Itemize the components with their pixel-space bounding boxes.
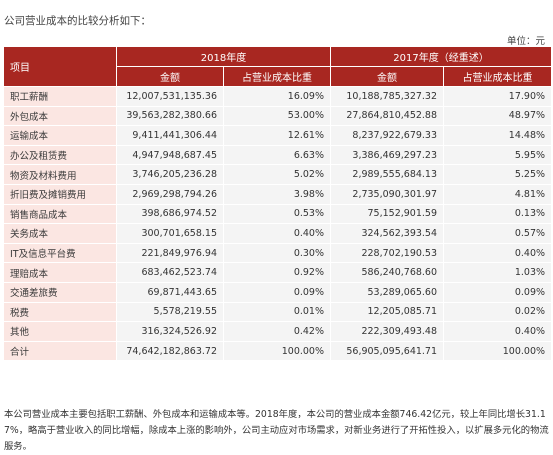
amount-2018-cell: 69,871,443.65 bbox=[117, 282, 223, 302]
ratio-2017-cell: 48.97% bbox=[444, 106, 552, 126]
year-2017-header: 2017年度（经重述） bbox=[331, 47, 552, 66]
row-item-name: 职工薪酬 bbox=[4, 87, 116, 106]
amount-2017-cell: 222,309,493.48 bbox=[331, 322, 444, 341]
amount-2017-cell: 8,237,922,679.33 bbox=[331, 126, 444, 145]
ratio-2018-cell: 5.02% bbox=[224, 165, 331, 184]
table-row: 物资及材料费用 3,746,205,236.28 5.02% 2,989,555,68… bbox=[4, 165, 552, 184]
amount-2017-cell: 10,188,785,327.32 bbox=[331, 87, 444, 106]
ratio-2017-cell: 0.13% bbox=[444, 204, 552, 224]
table-row: 销售商品成本 398,686,974.52 0.53% 75,152,901.59 0.… bbox=[4, 204, 552, 224]
amount-2017-cell: 53,289,065.60 bbox=[331, 282, 444, 302]
amount-2017-cell: 3,386,469,297.23 bbox=[331, 145, 444, 165]
ratio-2018-cell: 6.63% bbox=[224, 145, 331, 165]
amount-2018-cell: 2,969,298,794.26 bbox=[117, 184, 223, 204]
ratio-2017-cell: 1.03% bbox=[444, 263, 552, 282]
ratio-2018-cell: 100.00% bbox=[224, 341, 331, 361]
header-row-columns: 金额 占营业成本比重 金额 占营业成本比重 bbox=[4, 67, 552, 86]
ratio-2018-cell: 0.53% bbox=[224, 204, 331, 224]
row-item-name: 其他 bbox=[4, 322, 116, 341]
header-row-years: 项目 2018年度 2017年度（经重述） bbox=[4, 47, 552, 86]
ratio-2017-cell: 0.02% bbox=[444, 302, 552, 322]
amount-2018-header: 金额 bbox=[117, 67, 223, 86]
amount-2017-cell: 228,702,190.53 bbox=[331, 243, 444, 263]
year-2018-header: 2018年度 bbox=[117, 47, 331, 66]
ratio-2017-cell: 17.90% bbox=[444, 87, 552, 106]
row-item-name: 交通差旅费 bbox=[4, 282, 116, 302]
row-item-name: 折旧费及摊销费用 bbox=[4, 184, 116, 204]
table-row: 关务成本 300,701,658.15 0.40% 324,562,393.54 0.5… bbox=[4, 224, 552, 243]
ratio-2018-cell: 53.00% bbox=[224, 106, 331, 126]
ratio-2017-cell: 100.00% bbox=[444, 341, 552, 361]
table-row: 办公及租赁费 4,947,948,687.45 6.63% 3,386,469,297… bbox=[4, 145, 552, 165]
table-body: 职工薪酬 12,007,531,135.36 16.09% 10,188,785,32… bbox=[4, 87, 552, 361]
amount-2018-cell: 683,462,523.74 bbox=[117, 263, 223, 282]
ratio-2018-cell: 0.09% bbox=[224, 282, 331, 302]
amount-2018-cell: 221,849,976.94 bbox=[117, 243, 223, 263]
ratio-2018-cell: 0.40% bbox=[224, 224, 331, 243]
ratio-2017-cell: 0.40% bbox=[444, 243, 552, 263]
row-item-name: 外包成本 bbox=[4, 106, 116, 126]
ratio-2018-cell: 3.98% bbox=[224, 184, 331, 204]
amount-2017-cell: 586,240,768.60 bbox=[331, 263, 444, 282]
amount-2018-cell: 9,411,441,306.44 bbox=[117, 126, 223, 145]
amount-2017-header: 金额 bbox=[331, 67, 444, 86]
amount-2017-cell: 56,905,095,641.71 bbox=[331, 341, 444, 361]
ratio-2017-cell: 0.09% bbox=[444, 282, 552, 302]
amount-2018-cell: 39,563,282,380.66 bbox=[117, 106, 223, 126]
table-row: 外包成本 39,563,282,380.66 53.00% 27,864,810,45… bbox=[4, 106, 552, 126]
amount-2018-cell: 5,578,219.55 bbox=[117, 302, 223, 322]
ratio-2018-cell: 16.09% bbox=[224, 87, 331, 106]
table-row: 折旧费及摊销费用 2,969,298,794.26 3.98% 2,735,090,3… bbox=[4, 184, 552, 204]
amount-2018-cell: 74,642,182,863.72 bbox=[117, 341, 223, 361]
row-item-name: 运输成本 bbox=[4, 126, 116, 145]
unit-label: 单位：元 bbox=[506, 36, 545, 47]
amount-2017-cell: 2,735,090,301.97 bbox=[331, 184, 444, 204]
ratio-2017-cell: 4.81% bbox=[444, 184, 552, 204]
row-item-name: IT及信息平台费 bbox=[4, 243, 116, 263]
footnote: 本公司营业成本主要包括职工薪酬、外包成本和运输成本等。2018年度，本公司的营业… bbox=[4, 409, 549, 452]
table-row: IT及信息平台费 221,849,976.94 0.30% 228,702,190.5… bbox=[4, 243, 552, 263]
table-row: 职工薪酬 12,007,531,135.36 16.09% 10,188,785,32… bbox=[4, 87, 552, 106]
row-item-name: 销售商品成本 bbox=[4, 204, 116, 224]
amount-2018-cell: 3,746,205,236.28 bbox=[117, 165, 223, 184]
ratio-2018-header: 占营业成本比重 bbox=[224, 67, 331, 86]
table-row: 其他 316,324,526.92 0.42% 222,309,493.48 0.40% bbox=[4, 322, 552, 341]
amount-2017-cell: 12,205,085.71 bbox=[331, 302, 444, 322]
ratio-2018-cell: 12.61% bbox=[224, 126, 331, 145]
ratio-2018-cell: 0.92% bbox=[224, 263, 331, 282]
ratio-2018-cell: 0.42% bbox=[224, 322, 331, 341]
ratio-2017-cell: 5.95% bbox=[444, 145, 552, 165]
ratio-2017-cell: 14.48% bbox=[444, 126, 552, 145]
amount-2017-cell: 75,152,901.59 bbox=[331, 204, 444, 224]
table-row: 理赔成本 683,462,523.74 0.92% 586,240,768.60 1.0… bbox=[4, 263, 552, 282]
row-item-name: 合计 bbox=[4, 341, 116, 361]
item-header: 项目 bbox=[4, 47, 116, 86]
table-row: 运输成本 9,411,441,306.44 12.61% 8,237,922,679.… bbox=[4, 126, 552, 145]
intro-text: 公司营业成本的比较分析如下： bbox=[4, 15, 151, 27]
table-row: 税费 5,578,219.55 0.01% 12,205,085.71 0.02% bbox=[4, 302, 552, 322]
amount-2017-cell: 27,864,810,452.88 bbox=[331, 106, 444, 126]
ratio-2017-cell: 0.40% bbox=[444, 322, 552, 341]
ratio-2018-cell: 0.01% bbox=[224, 302, 331, 322]
table-row: 合计 74,642,182,863.72 100.00% 56,905,095,641… bbox=[4, 341, 552, 361]
row-item-name: 关务成本 bbox=[4, 224, 116, 243]
amount-2018-cell: 4,947,948,687.45 bbox=[117, 145, 223, 165]
ratio-2017-cell: 0.57% bbox=[444, 224, 552, 243]
row-item-name: 物资及材料费用 bbox=[4, 165, 116, 184]
row-item-name: 办公及租赁费 bbox=[4, 145, 116, 165]
cost-table: 项目 2018年度 2017年度（经重述） 金额 占营业成本比重 金额 占营业成… bbox=[3, 46, 552, 361]
ratio-2017-cell: 5.25% bbox=[444, 165, 552, 184]
amount-2018-cell: 300,701,658.15 bbox=[117, 224, 223, 243]
amount-2017-cell: 324,562,393.54 bbox=[331, 224, 444, 243]
ratio-2018-cell: 0.30% bbox=[224, 243, 331, 263]
row-item-name: 理赔成本 bbox=[4, 263, 116, 282]
amount-2018-cell: 398,686,974.52 bbox=[117, 204, 223, 224]
table-row: 交通差旅费 69,871,443.65 0.09% 53,289,065.60 0.09… bbox=[4, 282, 552, 302]
amount-2017-cell: 2,989,555,684.13 bbox=[331, 165, 444, 184]
amount-2018-cell: 12,007,531,135.36 bbox=[117, 87, 223, 106]
row-item-name: 税费 bbox=[4, 302, 116, 322]
ratio-2017-header: 占营业成本比重 bbox=[444, 67, 552, 86]
amount-2018-cell: 316,324,526.92 bbox=[117, 322, 223, 341]
